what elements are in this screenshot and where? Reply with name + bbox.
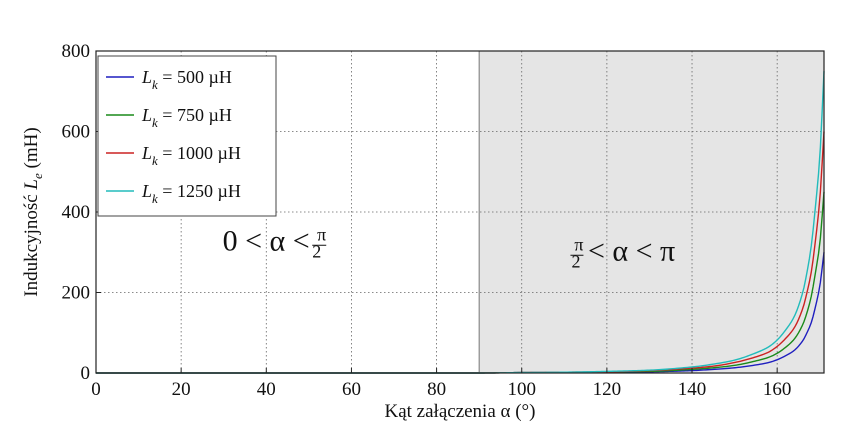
legend-label-0: Lk = 500 µH: [141, 67, 232, 92]
y-tick-label: 0: [81, 363, 91, 384]
legend-label-1: Lk = 750 µH: [141, 105, 232, 130]
x-axis-title: Kąt załączenia α (°): [385, 401, 536, 422]
x-tick-label: 80: [427, 379, 446, 400]
x-tick-label: 60: [342, 379, 361, 400]
x-tick-label: 40: [257, 379, 276, 400]
x-tick-label: 0: [91, 379, 101, 400]
y-tick-label: 400: [62, 202, 91, 223]
legend: Lk = 500 µH Lk = 750 µH Lk = 1000 µH Lk = 1…: [97, 55, 277, 217]
legend-label-2: Lk = 1000 µH: [141, 143, 241, 168]
y-axis-title: Indukcyjność Le (mH): [21, 127, 45, 296]
x-tick-label: 20: [172, 379, 191, 400]
y-tick-label: 800: [62, 41, 91, 62]
y-tick-label: 600: [62, 122, 91, 143]
x-tick-label: 100: [507, 379, 536, 400]
legend-label-3: Lk = 1250 µH: [141, 181, 241, 206]
x-tick-label: 160: [763, 379, 792, 400]
y-tick-label: 200: [62, 283, 91, 304]
tick-layer: 0 20 40 60 80 100 120 140 160 0 200 400 600 800: [62, 41, 792, 400]
pi-over-two: π: [317, 224, 326, 244]
legend-box: [97, 55, 277, 217]
x-tick-label: 120: [593, 379, 622, 400]
x-tick-label: 140: [678, 379, 707, 400]
